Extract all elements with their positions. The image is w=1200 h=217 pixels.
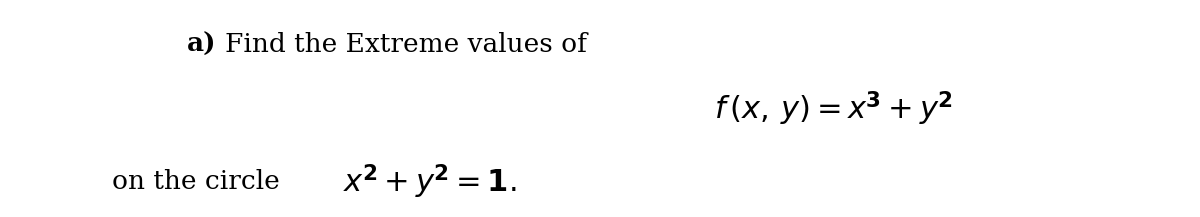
Text: on the circle: on the circle xyxy=(112,169,280,194)
Text: a): a) xyxy=(187,32,216,57)
Text: Find the Extreme values of: Find the Extreme values of xyxy=(226,32,587,57)
Text: $\mathbf{\mathit{f}}\,(\mathbf{\mathit{x}},\, \mathbf{\mathit{y}}) = \mathbf{\ma: $\mathbf{\mathit{f}}\,(\mathbf{\mathit{x… xyxy=(714,89,953,128)
Text: $\mathbf{\mathit{x}}^{\mathbf{2}} + \mathbf{\mathit{y}}^{\mathbf{2}} = \mathbf{1: $\mathbf{\mathit{x}}^{\mathbf{2}} + \mat… xyxy=(342,162,516,201)
